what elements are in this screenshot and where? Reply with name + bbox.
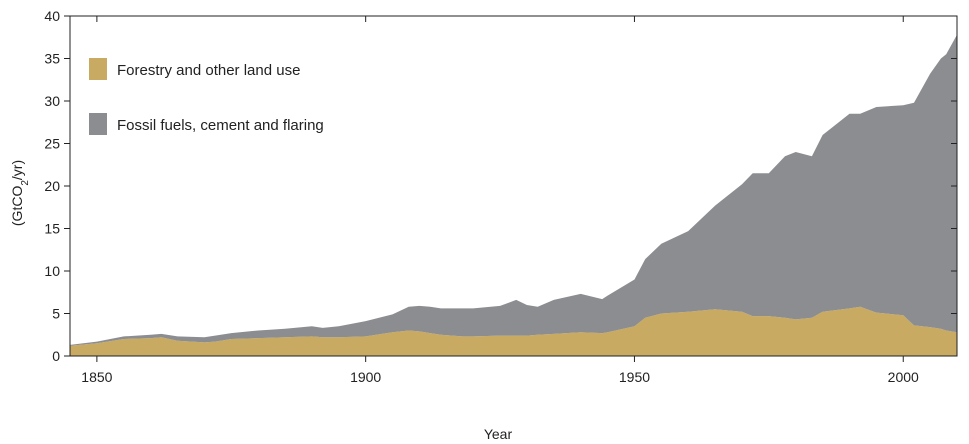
y-tick-label: 10 <box>44 263 60 279</box>
y-axis-title-prefix: (GtCO <box>9 186 25 227</box>
y-tick-label: 15 <box>44 221 60 237</box>
stacked-areas <box>70 34 957 356</box>
x-tick-label: 1950 <box>619 369 650 385</box>
area-series-fossil-fuels <box>70 34 957 346</box>
y-tick-label: 25 <box>44 136 60 152</box>
y-tick-label: 35 <box>44 51 60 67</box>
y-axis: 0 5 10 15 20 25 30 35 40 <box>44 8 957 364</box>
legend-swatch-forestry <box>89 58 107 80</box>
x-tick-label: 1900 <box>350 369 381 385</box>
legend-label-fossil-fuels: Fossil fuels, cement and flaring <box>117 117 324 134</box>
y-tick-label: 40 <box>44 8 60 24</box>
y-axis-title-subscript: 2 <box>20 180 31 186</box>
y-tick-label: 30 <box>44 93 60 109</box>
x-tick-label: 2000 <box>888 369 919 385</box>
legend-swatch-fossil-fuels <box>89 113 107 135</box>
x-axis-title: Year <box>484 426 513 442</box>
legend-label-forestry: Forestry and other land use <box>117 62 300 79</box>
area-series-forestry <box>70 306 957 356</box>
y-axis-title-suffix: /yr) <box>9 160 25 180</box>
x-axis: 1850 1900 1950 2000 <box>81 16 919 385</box>
y-tick-label: 0 <box>52 348 60 364</box>
x-tick-label: 1850 <box>81 369 112 385</box>
y-tick-label: 5 <box>52 306 60 322</box>
y-axis-title: (GtCO2/yr) <box>9 160 31 226</box>
legend: Forestry and other land use Fossil fuels,… <box>89 58 324 135</box>
y-tick-label: 20 <box>44 178 60 194</box>
